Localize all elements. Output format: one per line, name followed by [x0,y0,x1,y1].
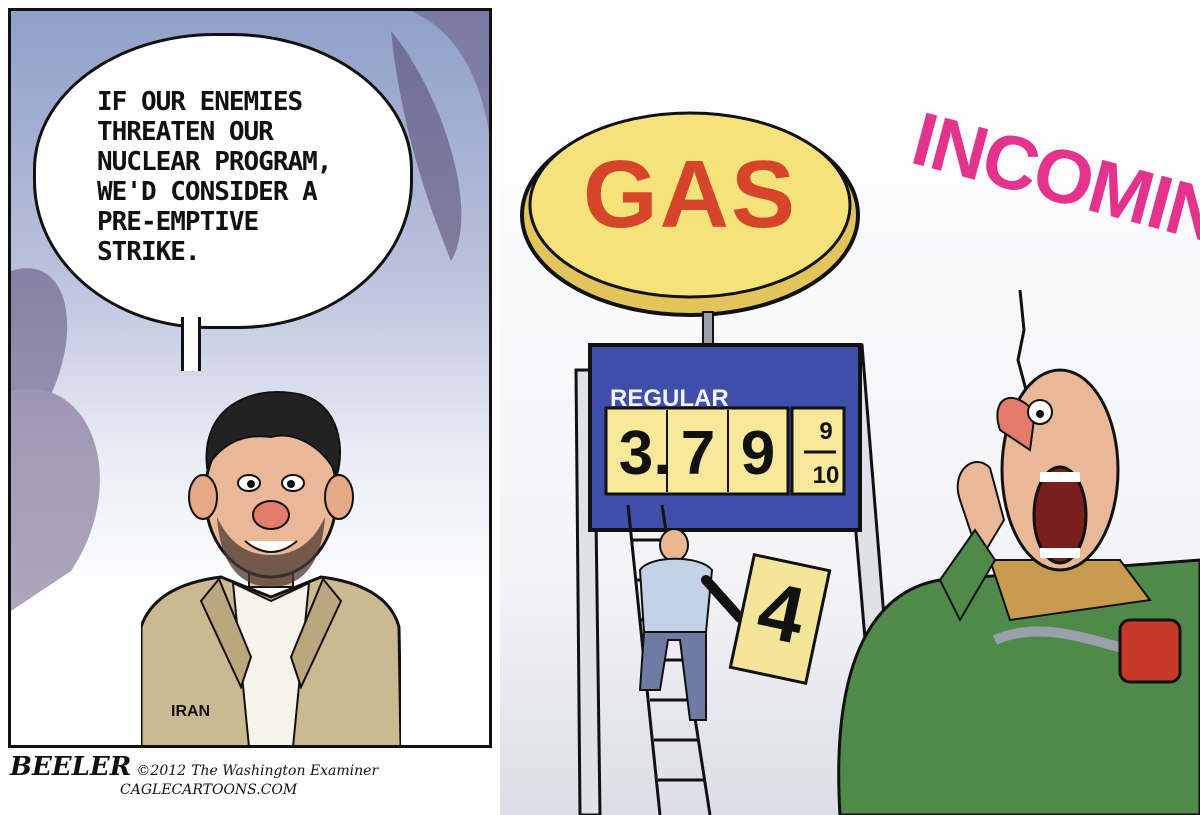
website-credit: CAGLECARTOONS.COM [120,782,298,798]
new-price-digit: 4 [750,564,813,661]
gas-sign [520,111,860,347]
price-digit: 9 [740,419,776,488]
credits: BEELER ©2012 The Washington Examiner CAG… [10,752,410,804]
iran-jacket-label: IRAN [171,703,211,720]
copyright-year: ©2012 [136,763,187,779]
sky-hatching [11,11,489,611]
speech-bubble-text: IF OUR ENEMIES THREATEN OUR NUCLEAR PROG… [97,87,332,267]
artist-signature: BEELER [10,752,132,782]
speech-bubble-tail [181,317,201,371]
worker-on-ladder [638,528,745,721]
left-panel-background-art [11,11,489,611]
shouting-man [837,289,1200,815]
price-board-label: REGULAR [610,385,729,412]
price-fraction: 9 10 [806,410,846,498]
speech-bubble [33,33,413,329]
price-fraction-bottom: 10 [812,462,840,489]
gas-sign-label: GAS [582,141,798,248]
publication-name: The Washington Examiner [191,763,379,779]
left-panel: IF OUR ENEMIES THREATEN OUR NUCLEAR PROG… [8,8,492,748]
right-scene-art [500,0,1200,815]
price-decimal: . [653,419,671,488]
price-digit: 3 [618,419,654,488]
price-board [588,343,862,532]
left-character-figure [141,391,401,745]
price-fraction-top: 9 [819,418,833,445]
price-digit: 7 [680,419,716,488]
